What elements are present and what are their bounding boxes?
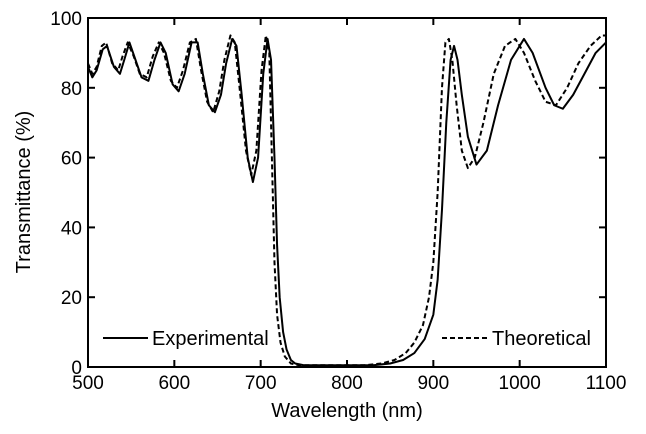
y-tick-label: 20 [61, 288, 82, 309]
x-tick-label: 600 [158, 373, 190, 394]
ticks-layer: 500 600 700 800 900 1000 1100 0 20 40 60 80 100 [50, 9, 626, 394]
legend: Experimental Theoretical [103, 328, 591, 350]
series-line-experimental [87, 37, 607, 367]
x-tick-label: 800 [331, 373, 363, 394]
legend-label-experimental: Experimental [152, 328, 269, 350]
series-layer [87, 34, 607, 367]
x-tick-label: 500 [72, 373, 104, 394]
y-tick-label: 100 [50, 9, 82, 30]
x-tick-label: 1000 [499, 373, 541, 394]
plot-frame [87, 17, 607, 368]
x-tick-label: 1100 [586, 373, 627, 394]
series-line-theoretical [87, 34, 606, 367]
legend-label-theoretical: Theoretical [492, 328, 591, 350]
y-tick-label: 80 [61, 79, 82, 100]
y-axis-title: Transmittance (%) [13, 111, 35, 274]
x-axis-title: Wavelength (nm) [271, 400, 423, 422]
x-tick-label: 900 [417, 373, 449, 394]
y-tick-label: 0 [71, 358, 82, 379]
y-tick-label: 60 [61, 149, 82, 170]
y-tick-label: 40 [61, 218, 82, 239]
x-tick-label: 700 [245, 373, 277, 394]
